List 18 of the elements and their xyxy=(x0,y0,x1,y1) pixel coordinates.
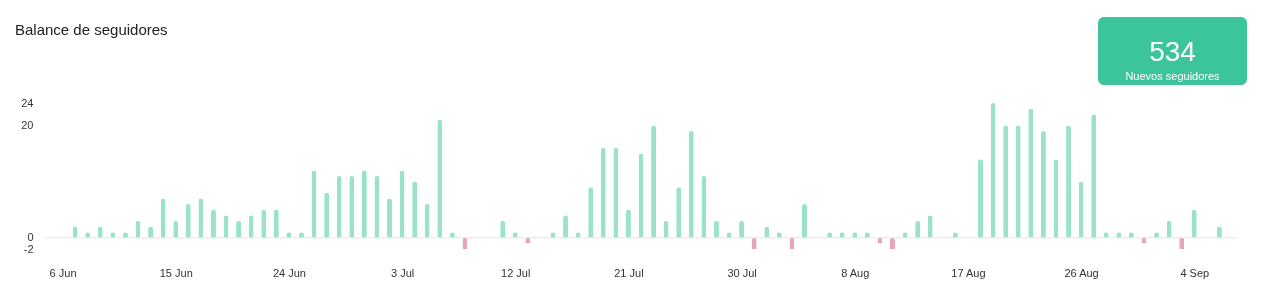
text: Nuevos seguidores xyxy=(1125,70,1221,82)
y-tick-label: 20 xyxy=(21,118,34,131)
x-tick-label: 24 Jun xyxy=(272,266,306,279)
x-tick-label: 3 Jul xyxy=(390,266,415,279)
x-tick-label: 21 Jul xyxy=(614,266,644,279)
x-tick-label: 8 Aug xyxy=(841,266,870,279)
x-tick-label: 30 Jul xyxy=(727,266,757,279)
text: 534 xyxy=(1149,36,1196,67)
x-tick-label: 4 Sep xyxy=(1180,266,1210,279)
chart-title: Balance de seguidores xyxy=(15,21,168,38)
y-tick-label: 24 xyxy=(21,96,34,109)
x-tick-label: 6 Jun xyxy=(49,266,77,279)
x-tick-label: 26 Aug xyxy=(1064,266,1099,279)
y-tick-label: -2 xyxy=(23,242,34,255)
x-tick-label: 15 Jun xyxy=(159,266,193,279)
y-tick-label: 0 xyxy=(27,231,34,244)
x-tick-label: 17 Aug xyxy=(951,266,986,279)
x-tick-label: 12 Jul xyxy=(501,266,531,279)
